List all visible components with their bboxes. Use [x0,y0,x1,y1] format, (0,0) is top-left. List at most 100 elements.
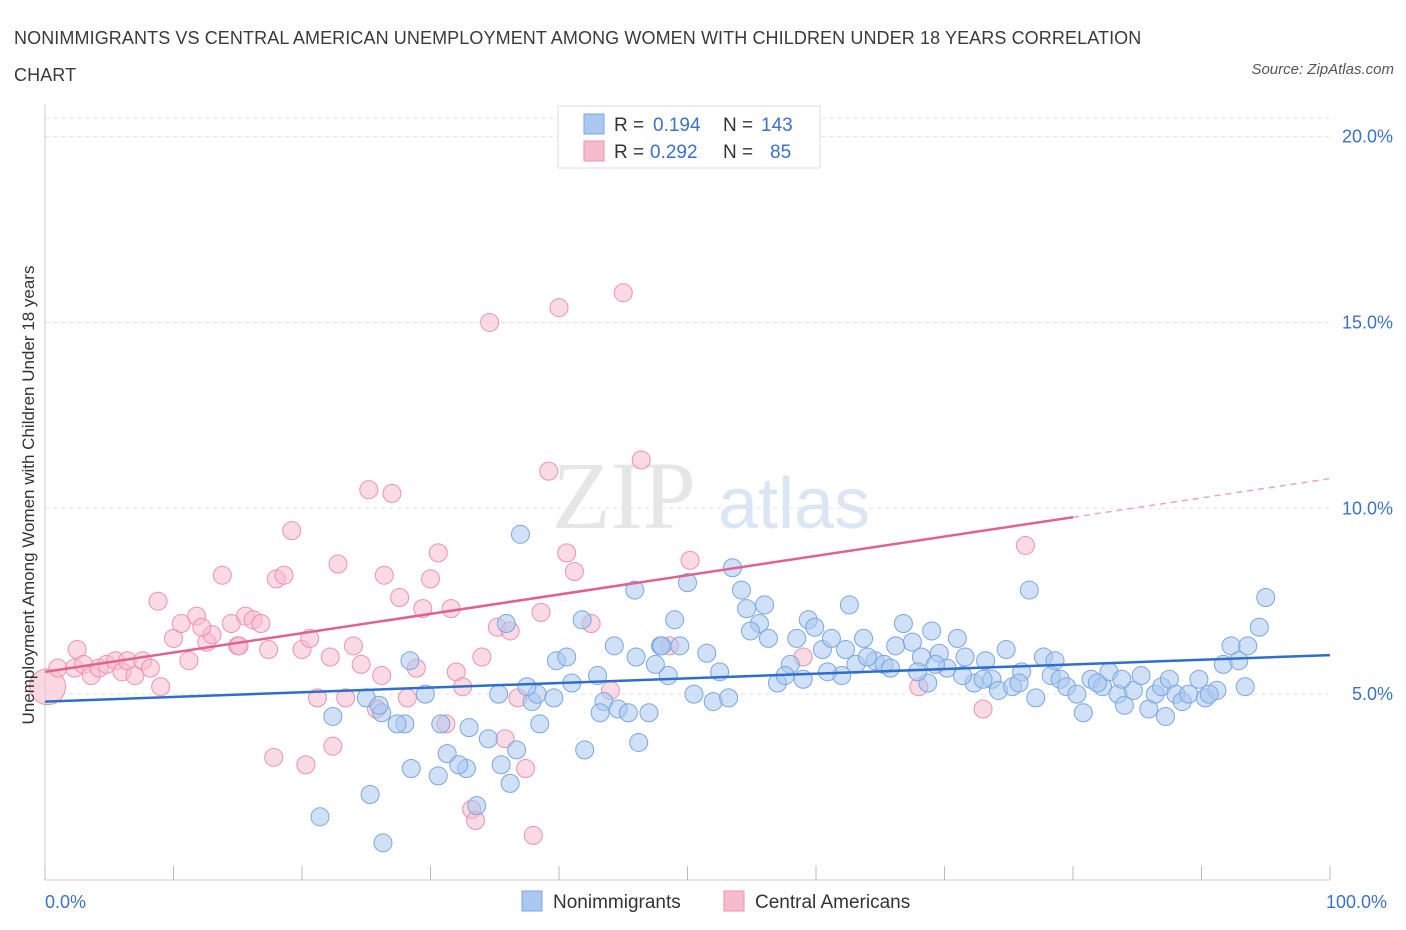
nonimmigrants-point [323,706,343,726]
nonimmigrants-point [976,651,996,671]
nonimmigrants-point [805,617,825,637]
nonimmigrants-point [629,732,649,752]
central-americans-point [282,521,302,541]
nonimmigrants-point [1131,666,1151,686]
nonimmigrants-point [590,703,610,723]
watermark: ZIP atlas [552,442,870,549]
source-label: Source: ZipAtlas.com [1251,61,1394,78]
series-legend-label-central-americans: Central Americans [755,892,910,913]
central-americans-point [359,480,379,500]
central-americans-point [192,617,212,637]
central-americans-point [264,747,284,767]
central-americans-point [274,565,294,585]
nonimmigrants-point [604,636,624,656]
nonimmigrants-point [740,621,760,641]
legend-swatch-nonimmigrants [583,113,605,135]
nonimmigrants-point [902,632,922,652]
nonimmigrants-point [1026,688,1046,708]
nonimmigrants-point [952,666,972,686]
central-americans-point [328,554,348,574]
nonimmigrants-point [1114,695,1134,715]
nonimmigrants-point [881,658,901,678]
nonimmigrants-point [645,654,665,674]
legend-n-label: N = [723,115,753,136]
nonimmigrants-point [618,703,638,723]
central-americans-point [382,483,402,503]
central-americans-point [564,561,584,581]
nonimmigrants-point [478,729,498,749]
nonimmigrants-point [787,628,807,648]
nonimmigrants-point [996,640,1016,660]
legend-r-value: 0.194 [653,115,701,136]
nonimmigrants-point [1087,673,1107,693]
nonimmigrants-point [360,785,380,805]
central-americans-point [973,699,993,719]
series-legend-swatch-central-americans [723,890,745,912]
central-americans-points [29,283,1035,845]
nonimmigrants-point [517,677,537,697]
nonimmigrants-point [854,628,874,648]
central-americans-point [613,283,633,303]
y-tick-label: 20.0% [1342,127,1393,147]
nonimmigrants-point [678,573,697,593]
nonimmigrants-point [857,647,877,667]
central-americans-point [421,569,440,589]
nonimmigrants-point [947,628,967,648]
nonimmigrants-point [572,610,592,630]
nonimmigrants-point [500,773,520,793]
legend-swatch-central-americans [583,140,605,162]
central-americans-point [480,312,500,332]
axes [44,105,1331,881]
nonimmigrants-point [437,744,457,764]
central-americans-point [336,688,356,708]
central-americans-point [343,636,363,656]
central-americans-point [523,825,543,845]
nonimmigrants-point [431,714,451,734]
nonimmigrants-point [625,580,645,600]
nonimmigrants-point [1073,703,1093,723]
nonimmigrants-point [836,640,856,660]
nonimmigrants-point [1112,669,1132,689]
nonimmigrants-point [1235,677,1255,697]
central-americans-point [374,565,394,585]
nonimmigrants-point [922,621,942,641]
nonimmigrants-point [955,647,975,667]
nonimmigrants-point [758,628,778,648]
nonimmigrants-point [652,636,672,656]
central-americans-point [212,565,232,585]
nonimmigrants-point [507,740,527,760]
nonimmigrants-point [557,647,577,667]
nonimmigrants-point [415,684,435,704]
central-americans-point [307,688,327,708]
nonimmigrants-point [575,740,595,760]
gridlines [45,117,1330,695]
nonimmigrants-point [908,662,928,682]
central-americans-point [557,543,577,563]
y-tick-labels: 5.0% 10.0% 15.0% 20.0% [1342,127,1393,705]
nonimmigrants-point [697,643,717,663]
nonimmigrants-point [401,758,421,778]
nonimmigrants-point [369,695,389,715]
central-americans-point [29,668,67,706]
central-americans-point [171,614,191,634]
nonimmigrants-point [839,595,859,615]
trend-line-solid [44,515,1074,674]
nonimmigrants-point [1009,673,1029,693]
central-americans-point [320,647,340,667]
central-americans-point [428,543,448,563]
central-americans-point [680,550,700,570]
central-americans-point [164,628,183,648]
central-americans-point [148,591,168,611]
nonimmigrants-point [973,669,993,689]
nonimmigrants-point [373,833,393,853]
nonimmigrants-point [1256,588,1276,608]
central-americans-point [539,461,559,481]
nonimmigrants-point [821,628,841,648]
trend-lines [44,477,1331,703]
legend-n-value: 143 [761,115,793,136]
nonimmigrants-point [449,755,469,775]
central-americans-point [1015,535,1035,555]
legend-r-value: 0.292 [650,142,698,163]
central-americans-point [323,736,343,756]
series-legend-swatch-nonimmigrants [521,890,543,912]
